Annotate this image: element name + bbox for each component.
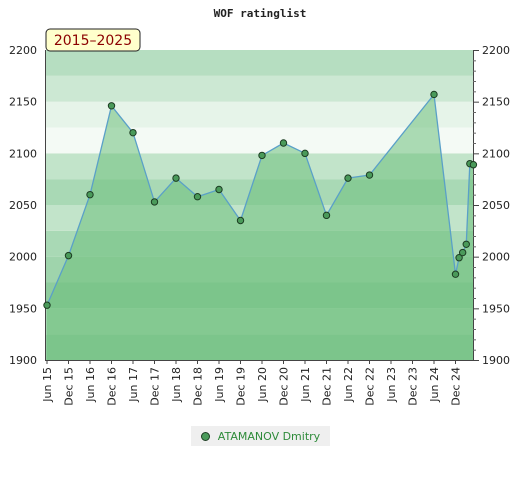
data-point	[455, 254, 463, 262]
band	[45, 50, 473, 76]
data-point	[430, 90, 438, 99]
y-tick-label-left: 1900	[9, 354, 37, 367]
x-tick-label: Dec 18	[192, 367, 205, 406]
data-point	[64, 251, 73, 260]
x-tick-label: Jun 16	[84, 367, 97, 403]
x-tick-label: Jun 18	[170, 367, 183, 403]
legend-label: ATAMANOV Dmitry	[217, 429, 321, 443]
x-tick-label: Dec 15	[63, 367, 76, 406]
y-tick-label-left: 2050	[9, 199, 37, 212]
chart-title: WOF ratinglist	[214, 7, 307, 20]
x-tick-label: Dec 21	[321, 367, 334, 406]
y-tick-label-right: 2200	[482, 44, 510, 57]
x-tick-label: Jun 17	[127, 367, 140, 403]
y-tick-label-right: 2050	[482, 199, 510, 212]
data-point	[258, 151, 266, 160]
data-point	[344, 174, 352, 182]
y-tick-label-left: 2100	[9, 147, 37, 160]
data-point	[150, 198, 159, 206]
data-point	[129, 128, 137, 137]
data-point	[451, 270, 460, 278]
y-tick-label-left: 2200	[9, 44, 37, 57]
period-badge-box	[45, 28, 141, 52]
data-point	[193, 193, 202, 201]
y-axis-left: 1900 1950 2000 2050 2100 2150 2200	[9, 44, 37, 367]
x-tick-label: Jun 20	[256, 367, 269, 403]
x-tick-label: Dec 24	[450, 367, 463, 406]
x-tick-label: Dec 19	[235, 367, 248, 406]
y-tick-label-right: 2150	[482, 96, 510, 109]
x-tick-label: Jun 22	[342, 367, 355, 403]
data-point	[365, 171, 374, 179]
x-tick-label: Jun 15	[41, 367, 54, 403]
y-tick-label-right: 2000	[482, 251, 510, 264]
data-point	[86, 190, 94, 199]
data-point	[458, 248, 467, 257]
data-point	[301, 149, 309, 158]
data-point	[462, 240, 470, 248]
x-tick-label: Jun 19	[213, 367, 226, 403]
y-tick-label-right: 2100	[482, 147, 510, 160]
data-point	[107, 102, 116, 110]
x-tick-label: Dec 23	[407, 367, 420, 406]
y-axis-right: 1900 1950 2000 2050 2100 2150 2200	[473, 44, 510, 367]
data-point	[469, 161, 478, 169]
y-tick-label-left: 1950	[9, 302, 37, 315]
x-tick-label: Jun 23	[385, 367, 398, 403]
period-badge: 2015–2025	[45, 28, 141, 52]
x-tick-label: Dec 17	[149, 367, 162, 406]
data-point	[279, 139, 288, 147]
x-axis: Jun 15 Dec 15 Jun 16 Dec 16 Jun 17 Dec 17 Jun …	[41, 360, 463, 406]
legend: ATAMANOV Dmitry	[191, 426, 330, 446]
y-tick-label-right: 1900	[482, 354, 510, 367]
band	[45, 75, 473, 102]
y-tick-label-left: 2000	[9, 251, 37, 264]
y-tick-label-left: 2150	[9, 96, 37, 109]
legend-marker	[200, 431, 210, 441]
data-point	[172, 174, 180, 182]
x-tick-label: Dec 16	[106, 367, 119, 406]
data-points	[43, 90, 478, 309]
y-tick-label-right: 1950	[482, 302, 510, 315]
x-tick-label: Jun 24	[428, 367, 441, 403]
x-tick-label: Dec 22	[364, 367, 377, 406]
x-tick-label: Dec 20	[278, 367, 291, 406]
x-tick-label: Jun 21	[299, 367, 312, 403]
series-area	[47, 94, 474, 360]
data-point	[43, 301, 51, 309]
data-point	[322, 211, 331, 220]
data-point	[215, 185, 223, 194]
data-point	[236, 216, 245, 225]
period-badge-label: 2015–2025	[54, 33, 132, 49]
